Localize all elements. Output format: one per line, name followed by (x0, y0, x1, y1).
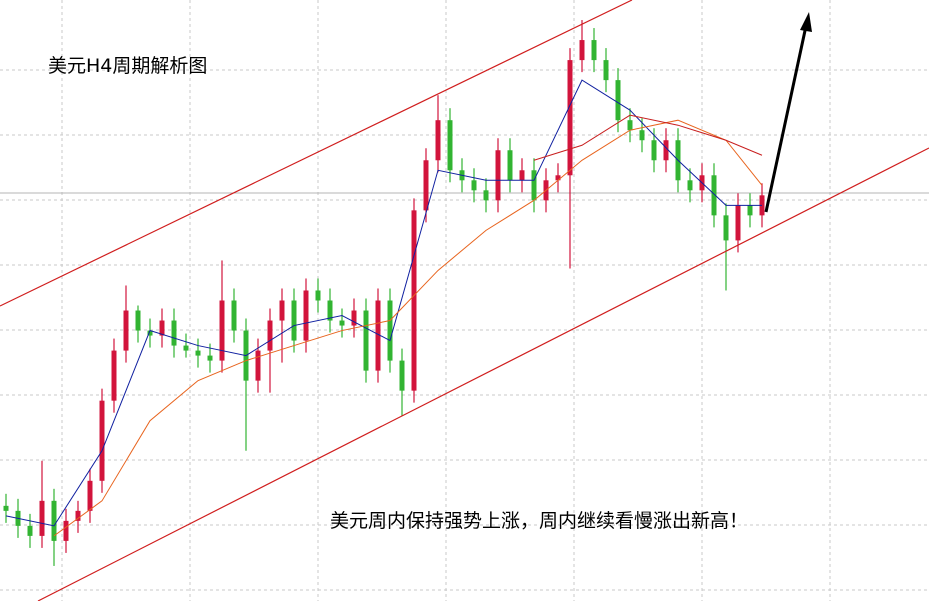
candle-body (555, 175, 561, 181)
candle-body (423, 160, 429, 211)
candle-body (579, 40, 585, 61)
channel-lower (37, 147, 929, 601)
candle-body (651, 140, 657, 161)
candle-body (159, 320, 165, 336)
moving-average (5, 79, 762, 527)
candle-body (615, 80, 621, 121)
candle-body (483, 190, 489, 201)
candle-body (603, 60, 609, 81)
candle-body (111, 350, 117, 401)
candle-body (207, 355, 213, 361)
candle-body (231, 300, 237, 331)
arrow (764, 12, 812, 213)
candle-body (87, 480, 93, 511)
candle-body (591, 40, 597, 61)
candle-body (723, 215, 729, 241)
chart-title: 美元H4周期解析图 (48, 55, 207, 77)
candle-body (711, 175, 717, 216)
candle-body (735, 205, 741, 241)
candle-body (531, 170, 537, 201)
candle-body (435, 120, 441, 161)
moving-average (533, 114, 763, 161)
candle-body (315, 290, 321, 301)
candle-body (51, 500, 57, 541)
candle-body (339, 320, 345, 326)
candle-body (135, 310, 141, 331)
annotation: 美元周内保持强势上涨，周内继续看慢涨出新高！ (330, 510, 748, 532)
candle-body (567, 60, 573, 176)
candle-body (123, 310, 129, 351)
candle-body (327, 300, 333, 321)
candle-body (411, 210, 417, 391)
candle-body (387, 300, 393, 361)
candle-body (219, 300, 225, 361)
moving-average (53, 119, 763, 537)
candle-body (495, 150, 501, 201)
candle-body (471, 180, 477, 191)
channel-upper (0, 0, 633, 307)
candle-body (363, 310, 369, 371)
plot-area (3, 20, 765, 566)
candle-body (663, 140, 669, 161)
candle-body (447, 120, 453, 171)
candle-body (639, 130, 645, 141)
arrow-head (800, 12, 812, 32)
candle-body (351, 310, 357, 326)
candle-body (687, 180, 693, 191)
candle-body (147, 330, 153, 336)
candle-body (507, 150, 513, 181)
candle-body (627, 120, 633, 131)
candle-body (375, 300, 381, 371)
candle-body (171, 320, 177, 346)
candle-body (3, 505, 9, 511)
candle-body (747, 205, 753, 216)
candle-body (195, 350, 201, 356)
candle-body (39, 500, 45, 536)
candle-body (519, 170, 525, 181)
candle-body (75, 510, 81, 521)
candle-body (255, 350, 261, 381)
candle-body (303, 290, 309, 341)
arrow-shaft (764, 25, 808, 213)
candle-body (279, 300, 285, 321)
candle-body (267, 320, 273, 351)
candle-body (27, 525, 33, 536)
candle-body (63, 520, 69, 541)
candle-body (183, 345, 189, 351)
candle-body (291, 300, 297, 341)
candle-body (399, 360, 405, 391)
candle-body (99, 400, 105, 481)
